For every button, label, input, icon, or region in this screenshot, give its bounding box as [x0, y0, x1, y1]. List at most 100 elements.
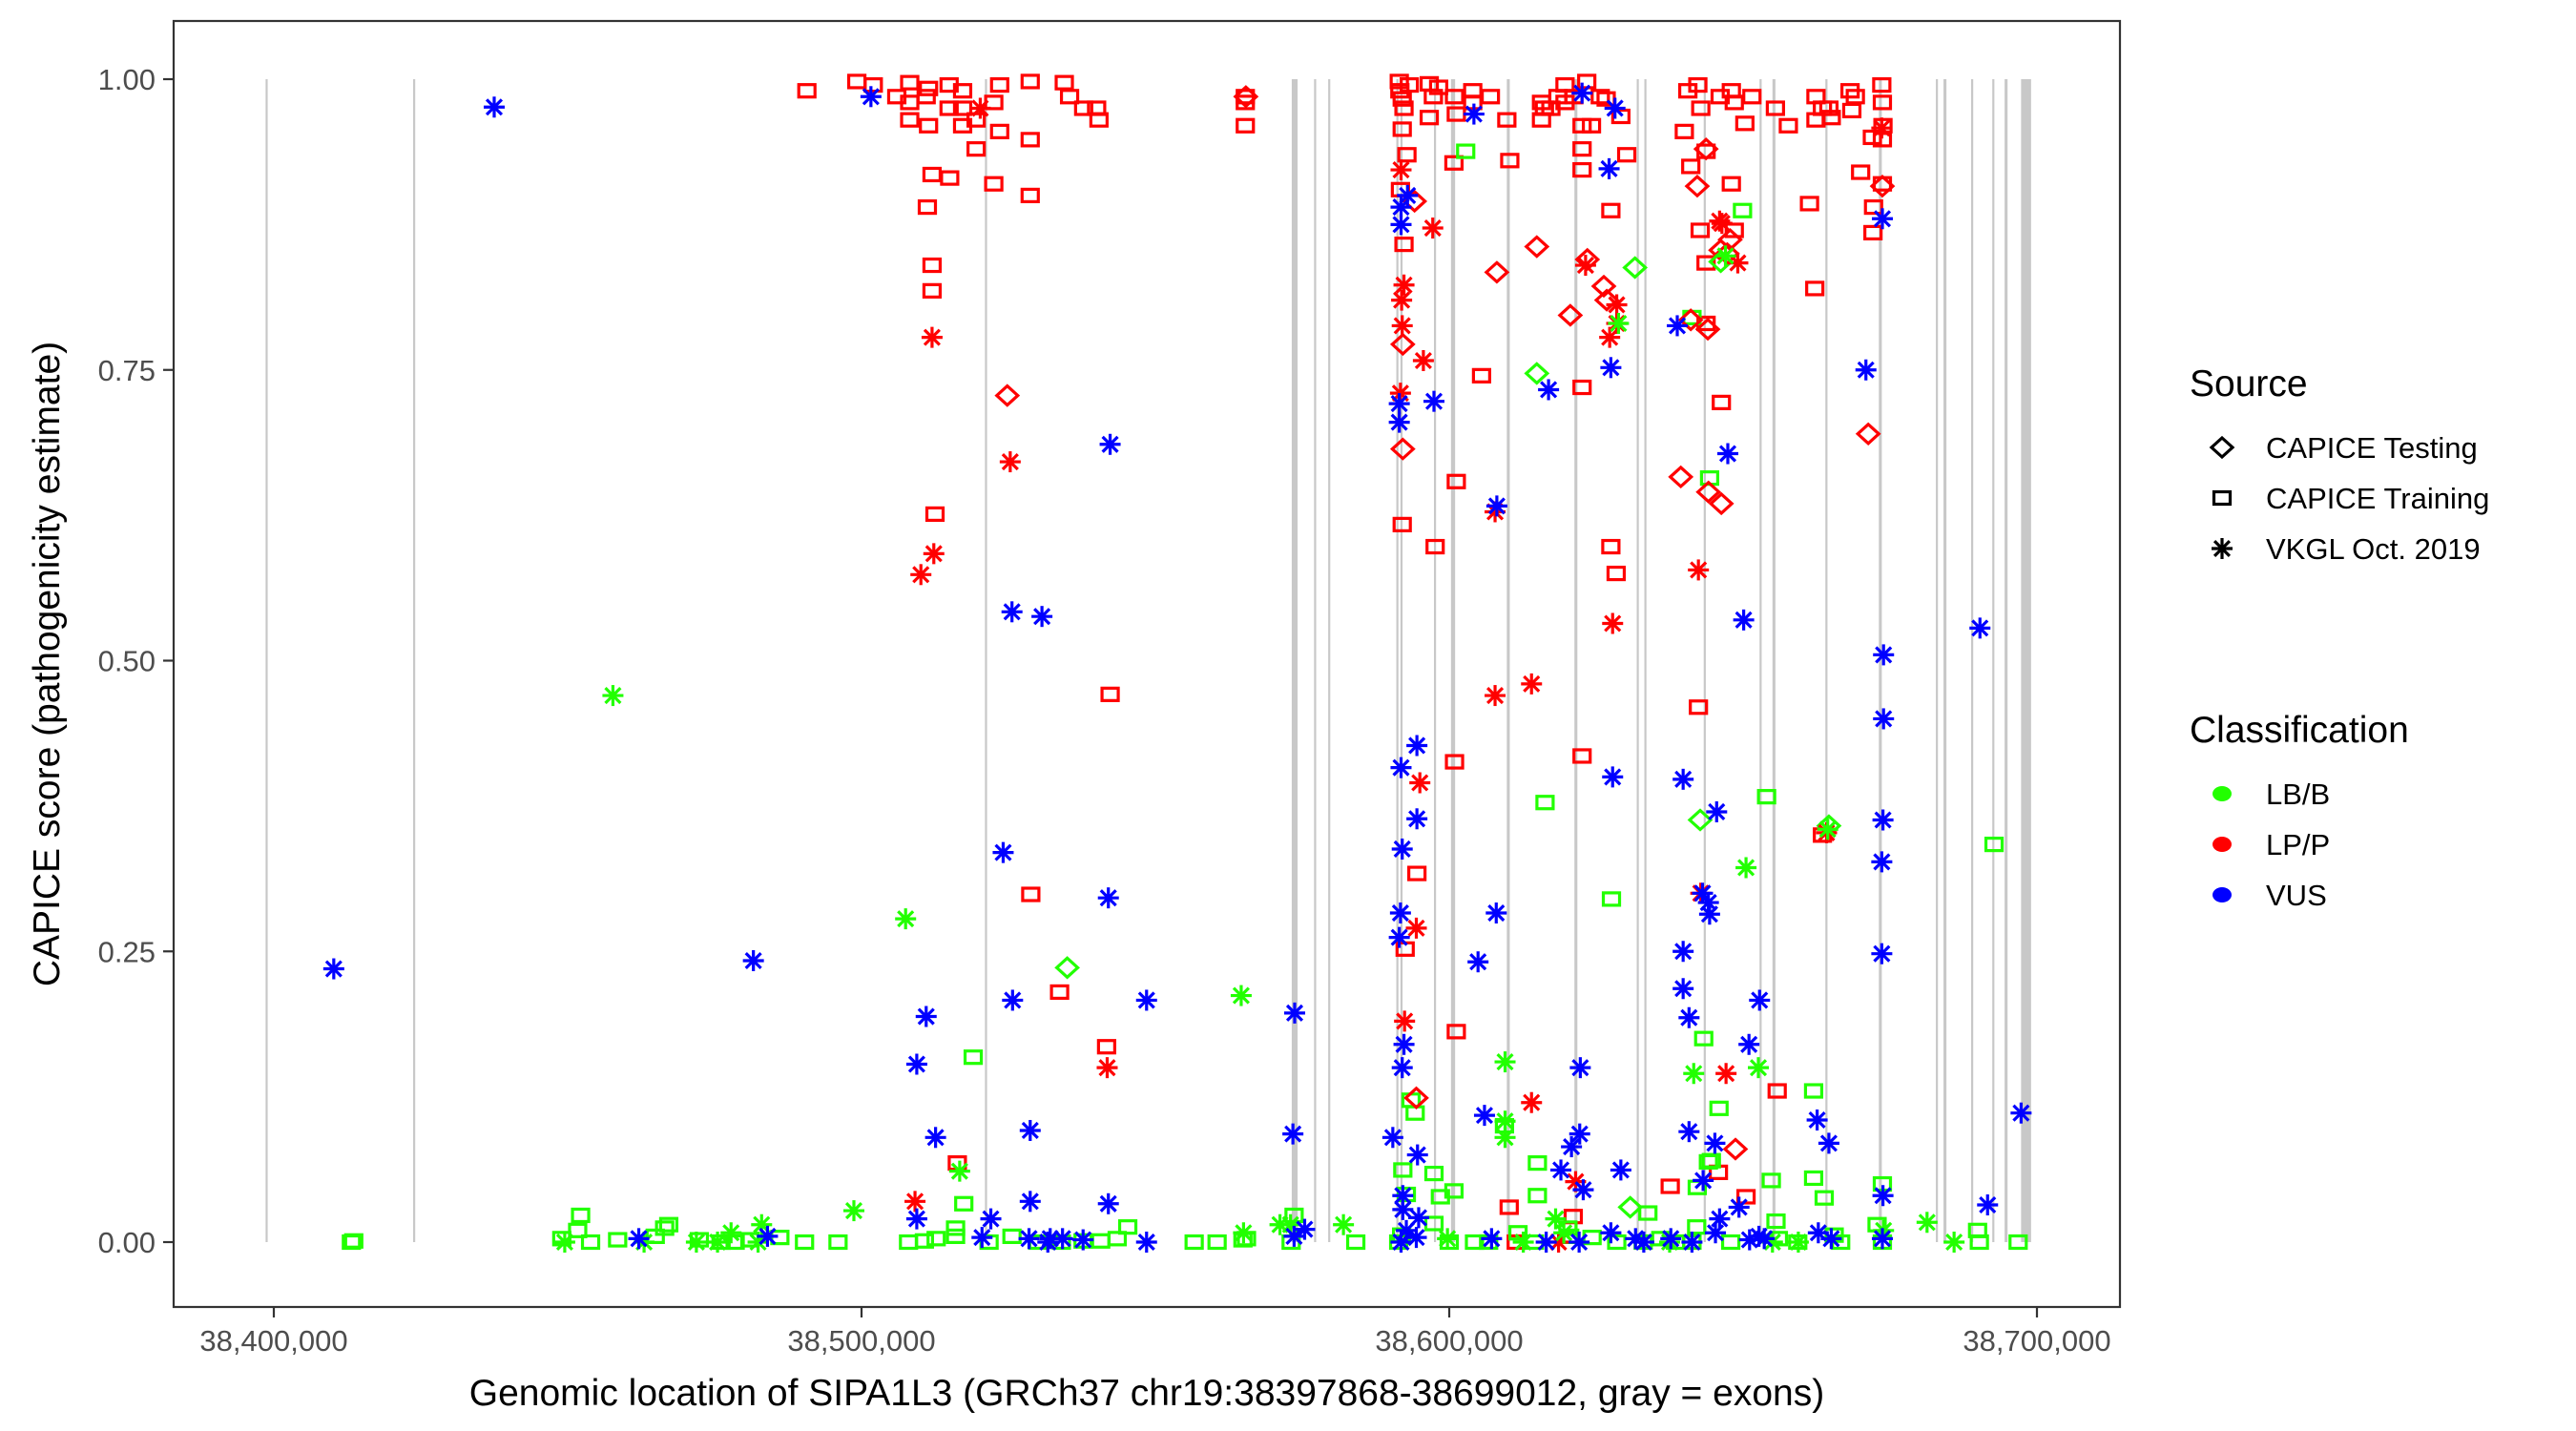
data-point-square	[1720, 1234, 1741, 1251]
data-point-square	[1691, 100, 1711, 116]
data-point-square	[900, 112, 920, 128]
data-point-square	[952, 83, 973, 99]
data-point-asterisk	[1872, 1185, 1894, 1207]
data-point-square	[863, 76, 883, 93]
data-point-asterisk	[1391, 315, 1413, 337]
data-point-asterisk	[1672, 941, 1694, 963]
data-point-asterisk	[905, 1208, 927, 1230]
exon-band	[1703, 79, 1706, 1242]
data-point-square	[1394, 100, 1414, 116]
data-point-square	[916, 89, 936, 105]
data-point-square	[1733, 202, 1753, 218]
data-point-asterisk	[904, 1191, 926, 1213]
exon-band	[2005, 79, 2008, 1242]
data-point-asterisk	[1002, 989, 1024, 1011]
data-point-square	[1616, 147, 1637, 163]
data-point-square	[795, 1234, 815, 1251]
data-point-asterisk	[1099, 433, 1121, 455]
data-point-square	[1446, 1024, 1466, 1040]
data-point-square	[1407, 865, 1427, 881]
data-point-asterisk	[1283, 1002, 1305, 1024]
data-point-asterisk	[895, 908, 917, 930]
data-point-square	[1690, 222, 1711, 238]
data-point-asterisk	[1485, 495, 1507, 517]
data-point-asterisk	[685, 1232, 707, 1253]
data-point-square	[954, 1195, 974, 1212]
data-point-square	[1984, 837, 2005, 853]
x-tick-label: 38,500,000	[787, 1324, 935, 1358]
exon-band	[1644, 79, 1647, 1242]
data-point-asterisk	[1571, 82, 1593, 104]
data-point-square	[1096, 1039, 1116, 1055]
data-point-asterisk	[1711, 213, 1733, 235]
data-point-square	[1845, 89, 1865, 105]
data-point-square	[1712, 394, 1732, 410]
data-point-asterisk	[923, 543, 945, 565]
data-point-diamond	[1054, 956, 1080, 980]
data-point-square	[922, 282, 943, 299]
data-point-square	[922, 257, 943, 274]
data-point-square	[1572, 117, 1592, 134]
data-point-asterisk	[1135, 1232, 1157, 1253]
data-point-diamond	[1695, 480, 1722, 504]
data-point-asterisk	[602, 685, 624, 707]
data-point-square	[1100, 686, 1120, 702]
data-point-square	[1049, 984, 1070, 1001]
legend-source-label: CAPICE Training	[2266, 482, 2489, 515]
data-point-square	[1444, 754, 1465, 770]
data-point-asterisk	[1871, 117, 1893, 139]
data-point-square	[1425, 538, 1445, 555]
data-point-asterisk	[1855, 359, 1877, 381]
data-point-asterisk	[1871, 851, 1893, 873]
data-point-asterisk	[905, 1053, 927, 1075]
data-point-asterisk	[1388, 411, 1410, 433]
x-axis: 38,400,000 38,500,000 38,600,000 38,700,000	[199, 1307, 2111, 1358]
data-point-asterisk	[1072, 1229, 1094, 1251]
data-point-square	[1638, 1205, 1658, 1221]
data-point-asterisk	[1969, 617, 1991, 639]
data-point-asterisk	[1714, 245, 1736, 267]
exon-band	[1328, 79, 1331, 1242]
x-tick-label: 38,400,000	[199, 1324, 347, 1358]
exon-band	[1506, 79, 1510, 1242]
exon-band	[1772, 79, 1776, 1242]
exon-band	[1825, 79, 1828, 1242]
legend-square-icon	[2212, 489, 2233, 507]
data-point-square	[1765, 100, 1785, 116]
data-point-asterisk	[1001, 601, 1023, 623]
data-point-asterisk	[2010, 1102, 2032, 1124]
data-point-square	[1444, 89, 1465, 105]
data-point-square	[1756, 789, 1776, 805]
data-point-square	[919, 80, 939, 96]
data-point-square	[654, 1220, 675, 1236]
data-point-square	[1735, 115, 1755, 132]
data-point-asterisk	[1294, 1218, 1316, 1240]
legend: Source CAPICE Testing CAPICE Training VKGL…	[2190, 363, 2489, 912]
data-point-asterisk	[1097, 887, 1119, 909]
data-point-square	[1423, 89, 1444, 105]
data-point-square	[1527, 1155, 1548, 1172]
data-point-asterisk	[1269, 1213, 1291, 1235]
x-tick-label: 38,600,000	[1375, 1324, 1523, 1358]
data-point-square	[945, 1228, 966, 1245]
data-point-square	[1660, 1178, 1680, 1194]
data-point-square	[1481, 89, 1501, 105]
data-point-square	[1693, 1030, 1714, 1047]
data-point-asterisk	[1545, 1208, 1567, 1230]
data-point-asterisk	[1521, 1091, 1543, 1113]
data-point-asterisk	[1388, 926, 1410, 948]
data-point-asterisk	[1485, 902, 1507, 924]
data-point-square	[966, 141, 987, 157]
data-point-diamond	[1524, 235, 1550, 259]
data-point-square	[1020, 73, 1040, 90]
data-point-asterisk	[757, 1225, 779, 1247]
data-point-asterisk	[1437, 1228, 1459, 1250]
legend-diamond-icon	[2209, 435, 2235, 460]
y-tick-label: 0.75	[98, 354, 156, 387]
data-point-asterisk	[1521, 673, 1543, 695]
data-point-asterisk	[1604, 97, 1626, 119]
data-point-asterisk	[1698, 903, 1720, 925]
data-point-square	[1394, 236, 1414, 253]
exon-band	[1943, 79, 1947, 1242]
data-point-square	[1389, 73, 1409, 90]
